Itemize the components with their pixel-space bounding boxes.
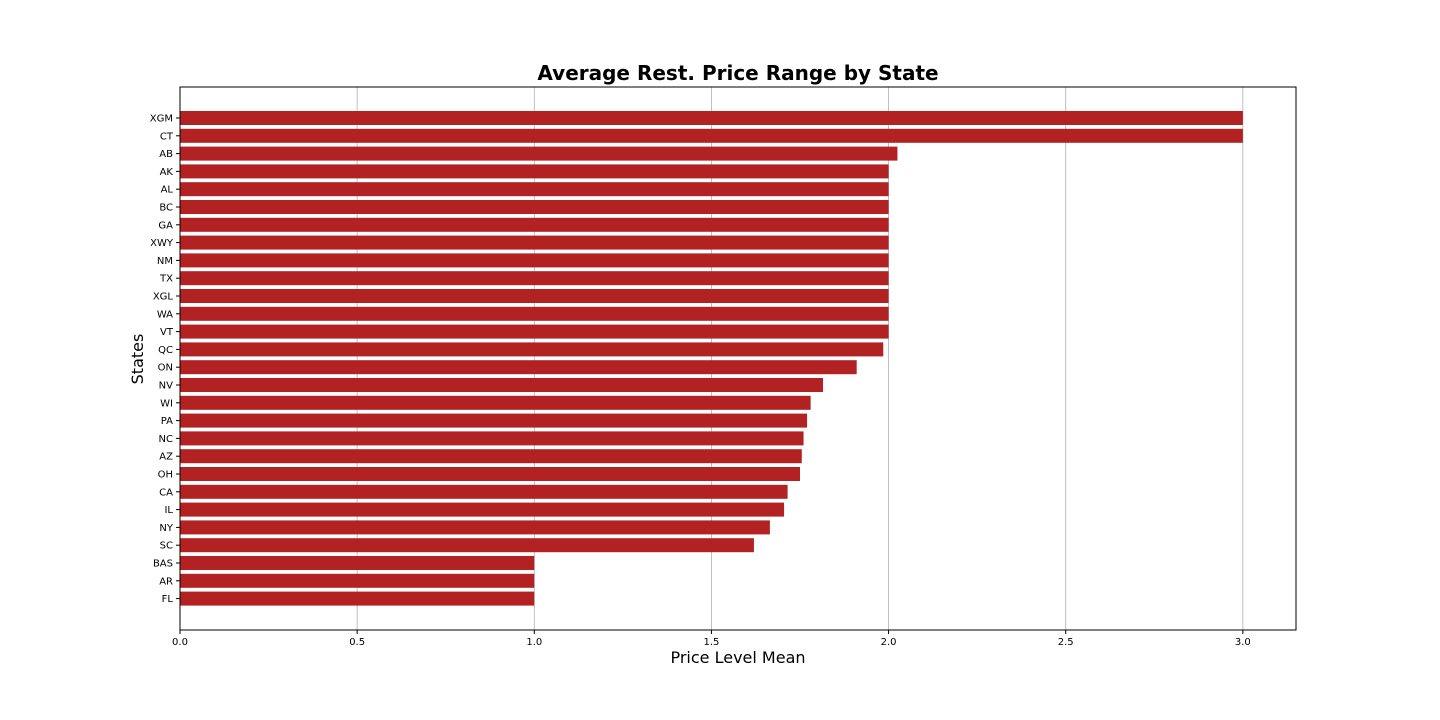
y-tick-label: FL: [162, 594, 174, 605]
y-tick-label: AZ: [159, 452, 173, 463]
bar: [180, 182, 889, 197]
y-tick-label: AL: [161, 185, 174, 196]
y-axis-ticks: XGM CT AB AK AL BC GA XWY NM TX XGL WA VT QC ON NV WI PA N…: [150, 114, 180, 605]
bar: [180, 378, 824, 392]
x-tick-label: 1.5: [703, 637, 719, 648]
bar: [180, 164, 889, 179]
bar: [180, 502, 785, 517]
y-axis-label: States: [128, 334, 147, 385]
y-tick-label: GA: [158, 220, 173, 231]
bar: [180, 431, 804, 446]
bar: [180, 467, 800, 481]
y-tick-label: XGM: [150, 114, 173, 125]
y-tick-label: QC: [158, 345, 173, 356]
y-tick-label: NY: [159, 523, 173, 534]
bar: [180, 395, 811, 410]
bar: [180, 449, 802, 464]
bar: [180, 271, 889, 286]
bars: [180, 111, 1243, 606]
x-tick-label: 2.0: [881, 637, 897, 648]
bar: [180, 538, 754, 553]
bar: [180, 556, 535, 570]
bar: [180, 128, 1243, 143]
y-tick-label: PA: [161, 416, 173, 427]
bar: [180, 520, 770, 535]
bar: [180, 342, 884, 357]
y-tick-label: WI: [160, 398, 173, 409]
bar: [180, 235, 889, 250]
bar: [180, 484, 788, 499]
x-tick-label: 1.0: [526, 637, 542, 648]
bar: [180, 253, 889, 268]
bar: [180, 217, 889, 232]
bar: [180, 413, 808, 428]
y-tick-label: TX: [159, 274, 173, 285]
y-tick-label: AR: [159, 576, 173, 587]
y-tick-label: SC: [160, 541, 173, 552]
bar: [180, 573, 535, 588]
y-tick-label: NM: [157, 256, 173, 267]
y-tick-label: NC: [159, 434, 173, 445]
y-tick-label: CT: [160, 131, 174, 142]
bar: [180, 360, 857, 375]
y-tick-label: WA: [157, 309, 173, 320]
bar: [180, 289, 889, 303]
bar: [180, 111, 1243, 125]
bar: [180, 591, 535, 606]
chart-title: Average Rest. Price Range by State: [537, 61, 938, 85]
x-tick-label: 2.5: [1058, 637, 1074, 648]
bar: [180, 200, 889, 214]
bar: [180, 146, 898, 161]
x-axis-label: Price Level Mean: [670, 648, 805, 667]
y-tick-label: BAS: [153, 559, 173, 570]
y-tick-label: VT: [160, 327, 174, 338]
y-tick-label: XGL: [153, 292, 174, 303]
y-tick-label: NV: [159, 381, 173, 392]
bar: [180, 306, 889, 321]
x-tick-label: 0.5: [349, 637, 365, 648]
y-tick-label: OH: [158, 470, 173, 481]
bar: [180, 324, 889, 339]
y-tick-label: IL: [164, 505, 173, 516]
y-tick-label: CA: [159, 487, 173, 498]
x-axis-ticks: 0.0 0.5 1.0 1.5 2.0 2.5 3.0: [172, 630, 1251, 648]
y-tick-label: AB: [159, 149, 173, 160]
plot-frame: [179, 86, 1297, 631]
y-tick-label: ON: [158, 363, 173, 374]
y-tick-label: XWY: [150, 238, 174, 249]
y-tick-label: BC: [159, 203, 173, 214]
y-tick-label: AK: [160, 167, 174, 178]
x-tick-label: 3.0: [1235, 637, 1251, 648]
x-tick-label: 0.0: [172, 637, 188, 648]
